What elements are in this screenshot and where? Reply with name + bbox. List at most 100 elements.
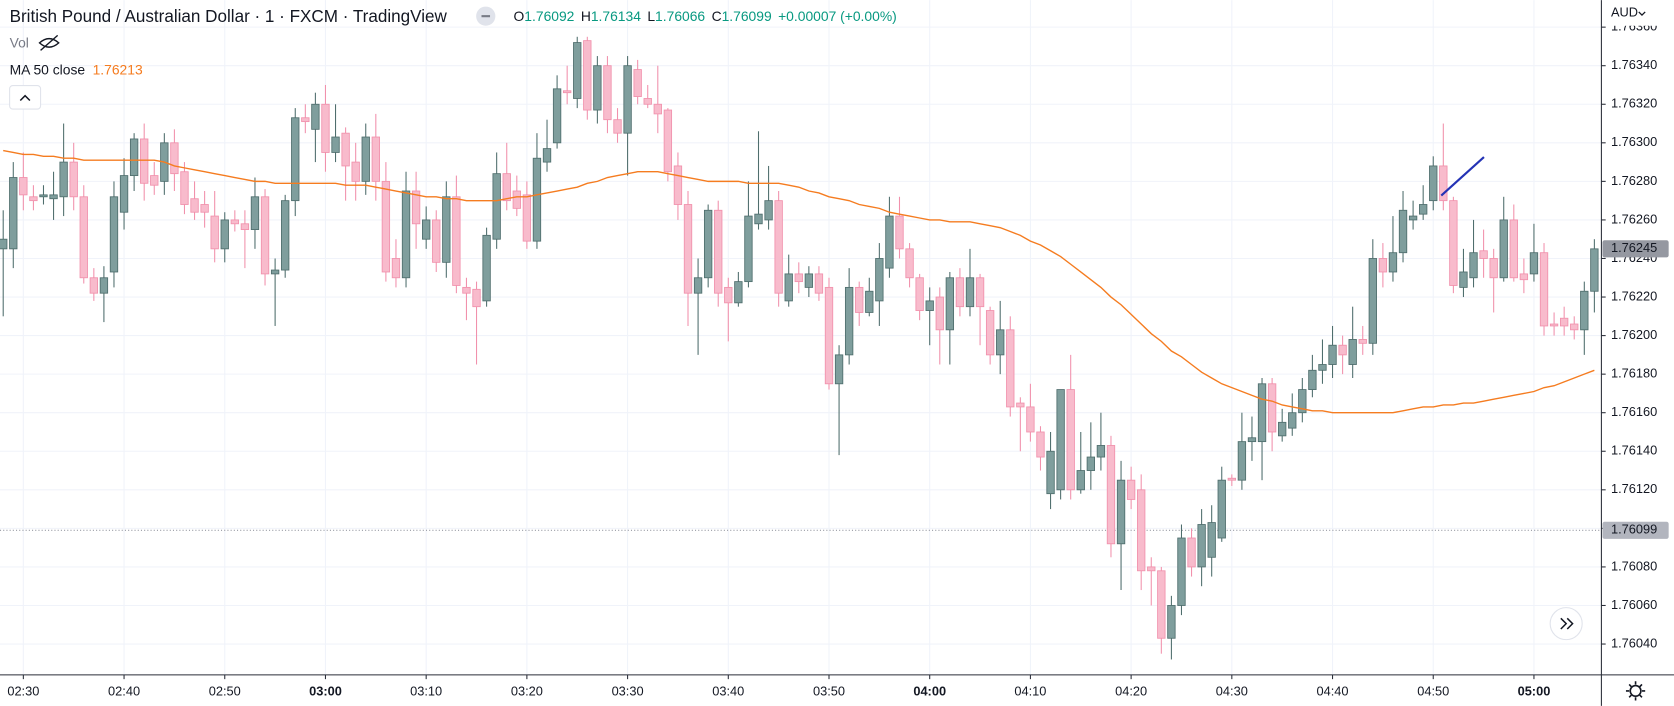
ohlc-label: C (712, 8, 722, 24)
candle-body (1318, 364, 1327, 371)
y-tick-label: 1.76220 (1611, 288, 1657, 303)
candle-body (29, 196, 38, 202)
candle-body (1137, 489, 1146, 572)
currency-bg (1602, 0, 1674, 26)
candle-body (613, 119, 622, 134)
y-tick-label: 1.76200 (1611, 327, 1657, 342)
candle-body (804, 273, 814, 288)
eye-strike (40, 34, 59, 51)
candle-body (522, 194, 532, 242)
candle-body (341, 132, 350, 167)
candle-body (834, 354, 844, 385)
candle-body (1106, 445, 1116, 545)
candle-body (1368, 258, 1377, 344)
x-tick-label: 03:40 (712, 683, 744, 698)
candle-body (1469, 252, 1478, 279)
candle-body (724, 286, 733, 304)
x-tick-label: 03:00 (309, 683, 342, 698)
x-tick-label: 02:30 (7, 683, 39, 698)
candle-body (210, 215, 219, 250)
ohlc-label: L (647, 8, 655, 24)
candle-body (744, 215, 753, 283)
candle-body (351, 161, 360, 182)
candle-body (240, 223, 250, 230)
price-tag-label: 1.76245 (1611, 240, 1657, 255)
candle-body (1419, 204, 1428, 215)
candle-body (1157, 570, 1166, 639)
candle-body (472, 288, 481, 308)
x-tick-label: 02:50 (209, 683, 241, 698)
candle-body (603, 65, 612, 121)
candle-body (623, 65, 632, 134)
candle-body (1539, 252, 1549, 327)
candle-body (693, 277, 703, 294)
candle-body (422, 219, 431, 240)
candle-body (1459, 271, 1468, 288)
collapse-button[interactable] (9, 85, 42, 110)
candle-body (190, 198, 199, 213)
ohlc-value: 1.76099 (722, 8, 772, 24)
candle-body (542, 148, 552, 163)
candle-body (865, 290, 874, 313)
y-tick-label: 1.76260 (1611, 211, 1657, 226)
candle-body (170, 142, 179, 175)
candle-body (814, 273, 824, 294)
candle-body (925, 300, 934, 311)
candle-body (371, 136, 380, 182)
candle-body (885, 215, 894, 269)
candle-body (381, 180, 391, 273)
candle-body (1328, 344, 1337, 365)
candle-body (573, 42, 582, 99)
x-tick-label: 03:10 (410, 683, 442, 698)
candle-body (824, 286, 834, 385)
candle-body (1499, 219, 1508, 279)
candle-body (583, 40, 592, 111)
candle-body (643, 98, 652, 105)
candle-body (281, 200, 290, 271)
candle-body (1046, 450, 1055, 495)
candle-body (1449, 200, 1458, 286)
candle-body (331, 136, 340, 153)
candle-body (965, 277, 975, 308)
x-tick-label: 03:50 (813, 683, 845, 698)
ohlc-change: +0.00007 (+0.00%) (778, 8, 897, 24)
y-tick-label: 1.76340 (1611, 57, 1657, 72)
candle-body (1116, 479, 1126, 545)
price-axis (1601, 0, 1674, 706)
candle-body (945, 277, 955, 331)
candle-body (1358, 339, 1367, 344)
price-tag (1602, 240, 1669, 258)
candle-body (462, 286, 471, 294)
candle-body (855, 286, 864, 313)
candle-body (1207, 522, 1216, 558)
candle-body (794, 273, 803, 283)
hidden-icon[interactable] (38, 34, 60, 51)
currency-button[interactable]: AUD (1602, 0, 1674, 26)
candle-body (452, 196, 461, 286)
header-button-icon (481, 15, 491, 18)
candle-body (935, 296, 944, 331)
scroll-button[interactable] (1549, 607, 1583, 641)
collapse-bg (9, 85, 42, 110)
candle-body (1016, 402, 1025, 408)
candle-body (1308, 369, 1317, 390)
candle-body (1570, 323, 1579, 331)
candle-body (1348, 339, 1357, 365)
candle-body (955, 277, 965, 308)
candle-body (19, 177, 28, 196)
candle-body (1338, 344, 1347, 356)
candle-body (220, 219, 229, 250)
candle-body (391, 258, 401, 279)
candle-body (1126, 479, 1136, 500)
candle-body (59, 161, 68, 198)
settings-button[interactable] (1625, 681, 1646, 701)
candle-body (593, 65, 602, 111)
candle-body (1559, 317, 1569, 327)
y-tick-label: 1.76080 (1611, 558, 1657, 573)
candle-body (1076, 470, 1085, 491)
candle-body (1237, 441, 1247, 481)
candle-body (321, 103, 330, 153)
candle-body (764, 200, 773, 221)
candle-body (502, 173, 511, 202)
candle-body (1580, 290, 1589, 331)
